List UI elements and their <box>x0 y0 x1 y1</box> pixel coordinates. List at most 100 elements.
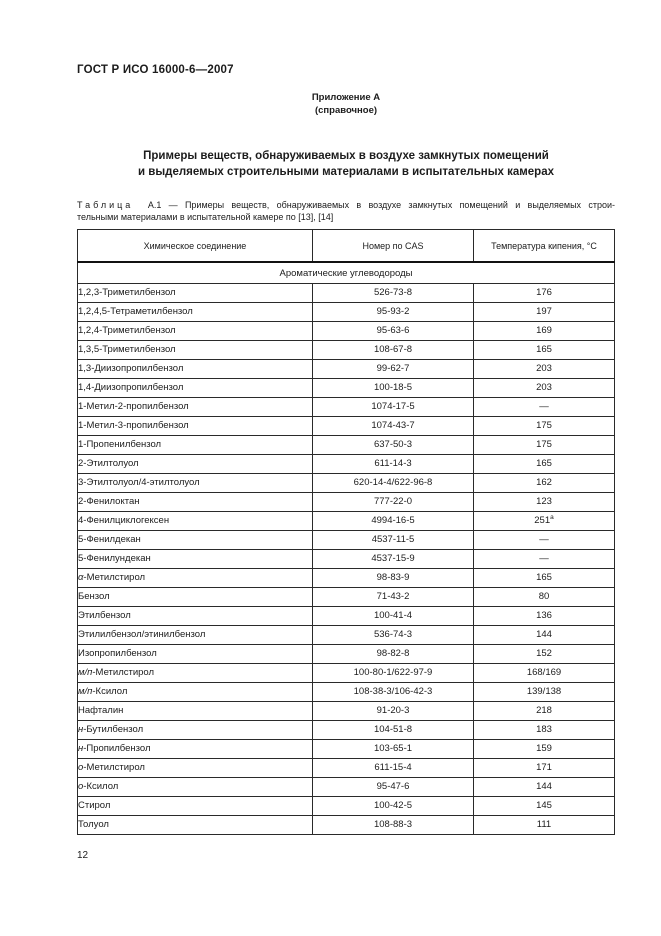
page-title: Примеры веществ, обнаруживаемых в воздух… <box>77 148 615 180</box>
cas-number-cell: 620-14-4/622-96-8 <box>312 473 474 493</box>
cas-number-cell: 108-88-3 <box>312 815 474 835</box>
table-row: Изопропилбензол 98-82-8 152 <box>77 644 615 664</box>
boiling-point-cell: 139/138 <box>473 682 615 702</box>
boiling-point-cell: 162 <box>473 473 615 493</box>
chemical-name-cell: 5-Фенилдекан <box>77 530 313 550</box>
cas-number-cell: 4537-15-9 <box>312 549 474 569</box>
table-row: 1,2,4-Триметилбензол 95-63-6 169 <box>77 321 615 341</box>
table-row: Этилилбензол/этинилбензол 536-74-3 144 <box>77 625 615 645</box>
chemical-name-cell: м/п-Ксилол <box>77 682 313 702</box>
cas-number-cell: 611-14-3 <box>312 454 474 474</box>
cas-number-cell: 98-82-8 <box>312 644 474 664</box>
boiling-point-cell: 168/169 <box>473 663 615 683</box>
boiling-point-cell: 144 <box>473 625 615 645</box>
boiling-point-cell: 175 <box>473 416 615 436</box>
chemical-name-cell: 1-Метил-3-пропилбензол <box>77 416 313 436</box>
col-header-chemical: Химическое соединение <box>77 229 313 263</box>
chemical-name-cell: 2-Этилтолуол <box>77 454 313 474</box>
table-row: 1,3,5-Триметилбензол 108-67-8 165 <box>77 340 615 360</box>
cas-number-cell: 95-63-6 <box>312 321 474 341</box>
boiling-point-cell: 175 <box>473 435 615 455</box>
chemical-name-cell: 2-Фенилоктан <box>77 492 313 512</box>
chemical-name-cell: 1,2,4-Триметилбензол <box>77 321 313 341</box>
cas-number-cell: 95-93-2 <box>312 302 474 322</box>
boiling-point-cell: 80 <box>473 587 615 607</box>
boiling-point-cell: 145 <box>473 796 615 816</box>
table-row: 1-Метил-3-пропилбензол 1074-43-7 175 <box>77 416 615 436</box>
boiling-point-cell: 159 <box>473 739 615 759</box>
table-header: Химическое соединение Номер по CAS Темпе… <box>77 229 615 263</box>
boiling-point-cell: 123 <box>473 492 615 512</box>
boiling-point-cell: — <box>473 397 615 417</box>
table-row: Этилбензол 100-41-4 136 <box>77 606 615 626</box>
table-row: 2-Фенилоктан 777-22-0 123 <box>77 492 615 512</box>
section-title: Ароматические углеводороды <box>77 261 615 284</box>
cas-number-cell: 99-62-7 <box>312 359 474 379</box>
chemical-name-cell: Этилилбензол/этинилбензол <box>77 625 313 645</box>
chemical-name-cell: 3-Этилтолуол/4-этилтолуол <box>77 473 313 493</box>
table-caption-label: Таблица <box>77 200 134 210</box>
table-row: 1,3-Диизопропилбензол 99-62-7 203 <box>77 359 615 379</box>
chemical-name-cell: 1-Метил-2-пропилбензол <box>77 397 313 417</box>
page-title-line1: Примеры веществ, обнаруживаемых в воздух… <box>143 150 549 162</box>
cas-number-cell: 108-67-8 <box>312 340 474 360</box>
boiling-point-cell: 144 <box>473 777 615 797</box>
cas-number-cell: 100-41-4 <box>312 606 474 626</box>
chemical-name-cell: 4-Фенилциклогексен <box>77 511 313 531</box>
table-caption-line1: Таблица А.1 — Примеры веществ, обнаружив… <box>77 200 615 212</box>
col-header-boiling-point: Температура кипения, °С <box>473 229 615 263</box>
chemical-name-cell: Этилбензол <box>77 606 313 626</box>
cas-number-cell: 637-50-3 <box>312 435 474 455</box>
chemical-name-cell: 5-Фенилундекан <box>77 549 313 569</box>
table-row: 5-Фенилундекан 4537-15-9— <box>77 549 615 569</box>
chemical-name-cell: Бензол <box>77 587 313 607</box>
cas-number-cell: 1074-43-7 <box>312 416 474 436</box>
substances-table: Химическое соединение Номер по CAS Темпе… <box>77 229 615 835</box>
table-row: 5-Фенилдекан 4537-11-5— <box>77 530 615 550</box>
col-header-cas: Номер по CAS <box>312 229 474 263</box>
chemical-name-cell: н-Бутилбензол <box>77 720 313 740</box>
boiling-point-cell: 176 <box>473 283 615 303</box>
annex-heading: Приложение А (справочное) <box>77 91 615 117</box>
chemical-name-cell: н-Пропилбензол <box>77 739 313 759</box>
table-row: н-Пропилбензол 103-65-1 159 <box>77 739 615 759</box>
annex-subtitle: (справочное) <box>314 105 378 116</box>
table-row: 1-Метил-2-пропилбензол 1074-17-5— <box>77 397 615 417</box>
table-row: м/п-Метилстирол 100-80-1/622-97-9 168/169 <box>77 663 615 683</box>
section-row: Ароматические углеводороды <box>77 261 615 284</box>
table-data-body: Ароматические углеводороды 1,2,3-Тримети… <box>77 261 615 835</box>
boiling-point-cell: 152 <box>473 644 615 664</box>
chemical-name-cell: о-Ксилол <box>77 777 313 797</box>
page-number: 12 <box>77 850 89 861</box>
cas-number-cell: 611-15-4 <box>312 758 474 778</box>
table-row: м/п-Ксилол 108-38-3/106-42-3 139/138 <box>77 682 615 702</box>
cas-number-cell: 1074-17-5 <box>312 397 474 417</box>
chemical-name-cell: 1-Пропенилбензол <box>77 435 313 455</box>
chemical-name-cell: Стирол <box>77 796 313 816</box>
table-row: 1,2,3-Триметилбензол 526-73-8 176 <box>77 283 615 303</box>
chemical-name-cell: Толуол <box>77 815 313 835</box>
boiling-point-cell: 165 <box>473 454 615 474</box>
table-row: 4-Фенилциклогексен 4994-16-5 251а <box>77 511 615 531</box>
table-caption-line2: тельными материалами в испытательной кам… <box>77 211 334 222</box>
table-row: н-Бутилбензол 104-51-8 183 <box>77 720 615 740</box>
chemical-name-cell: Нафталин <box>77 701 313 721</box>
chemical-name-cell: 1,3,5-Триметилбензол <box>77 340 313 360</box>
table-header-row: Химическое соединение Номер по CAS Темпе… <box>77 229 615 263</box>
cas-number-cell: 71-43-2 <box>312 587 474 607</box>
cas-number-cell: 100-18-5 <box>312 378 474 398</box>
cas-number-cell: 100-80-1/622-97-9 <box>312 663 474 683</box>
boiling-point-cell: 169 <box>473 321 615 341</box>
table-row: α-Метилстирол 98-83-9 165 <box>77 568 615 588</box>
chemical-name-cell: о-Метилстирол <box>77 758 313 778</box>
cas-number-cell: 100-42-5 <box>312 796 474 816</box>
boiling-point-cell: 111 <box>473 815 615 835</box>
boiling-point-cell: 183 <box>473 720 615 740</box>
chemical-name-cell: м/п-Метилстирол <box>77 663 313 683</box>
table-row: Стирол 100-42-5 145 <box>77 796 615 816</box>
boiling-point-cell: 165 <box>473 340 615 360</box>
annex-title: Приложение А <box>311 92 381 103</box>
cas-number-cell: 91-20-3 <box>312 701 474 721</box>
chemical-name-cell: 1,2,3-Триметилбензол <box>77 283 313 303</box>
boiling-point-cell: 218 <box>473 701 615 721</box>
